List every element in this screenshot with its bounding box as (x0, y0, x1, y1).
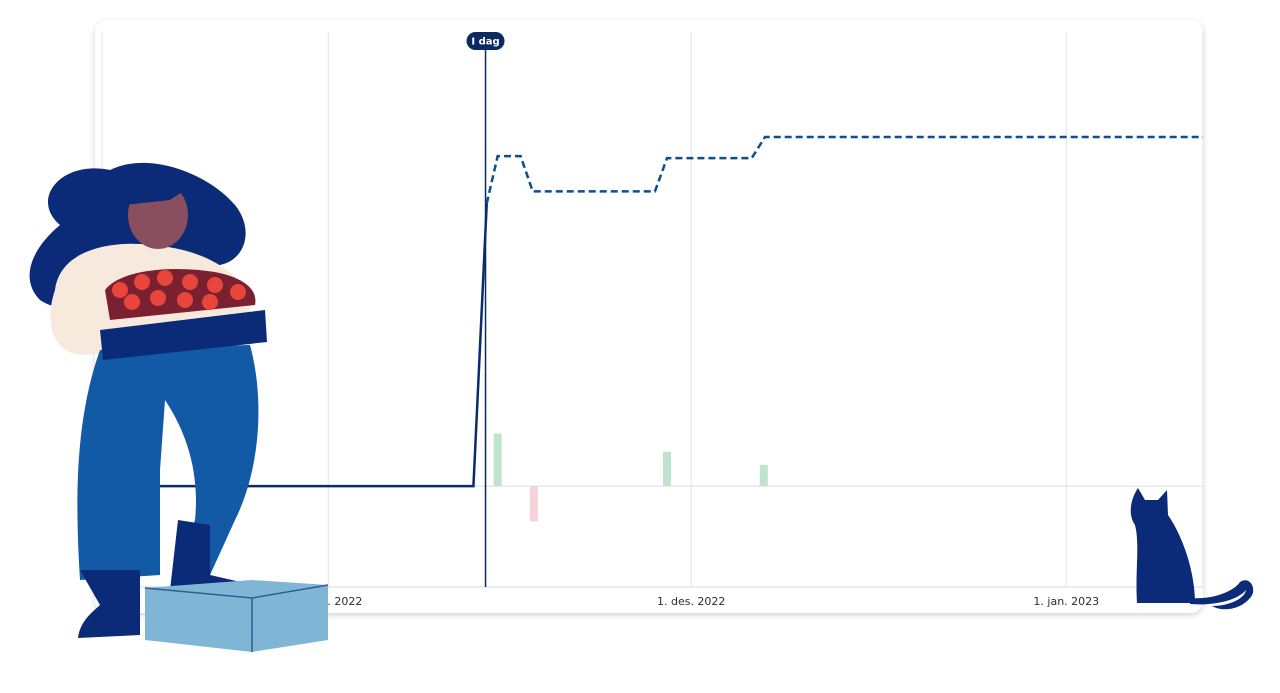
chart-card (95, 20, 1203, 613)
today-label: I dag (471, 37, 499, 48)
today-badge (466, 32, 505, 50)
x-tick-label: 1. des. 2022 (657, 595, 725, 608)
illustration-cat (1130, 488, 1254, 610)
bar (663, 451, 672, 487)
bar (759, 464, 768, 487)
x-tick-label: 1. jan. 2023 (1033, 595, 1099, 608)
illustration-woman (29, 162, 329, 652)
bar (529, 486, 538, 522)
bar (493, 433, 502, 487)
series-line (485, 135, 1203, 204)
